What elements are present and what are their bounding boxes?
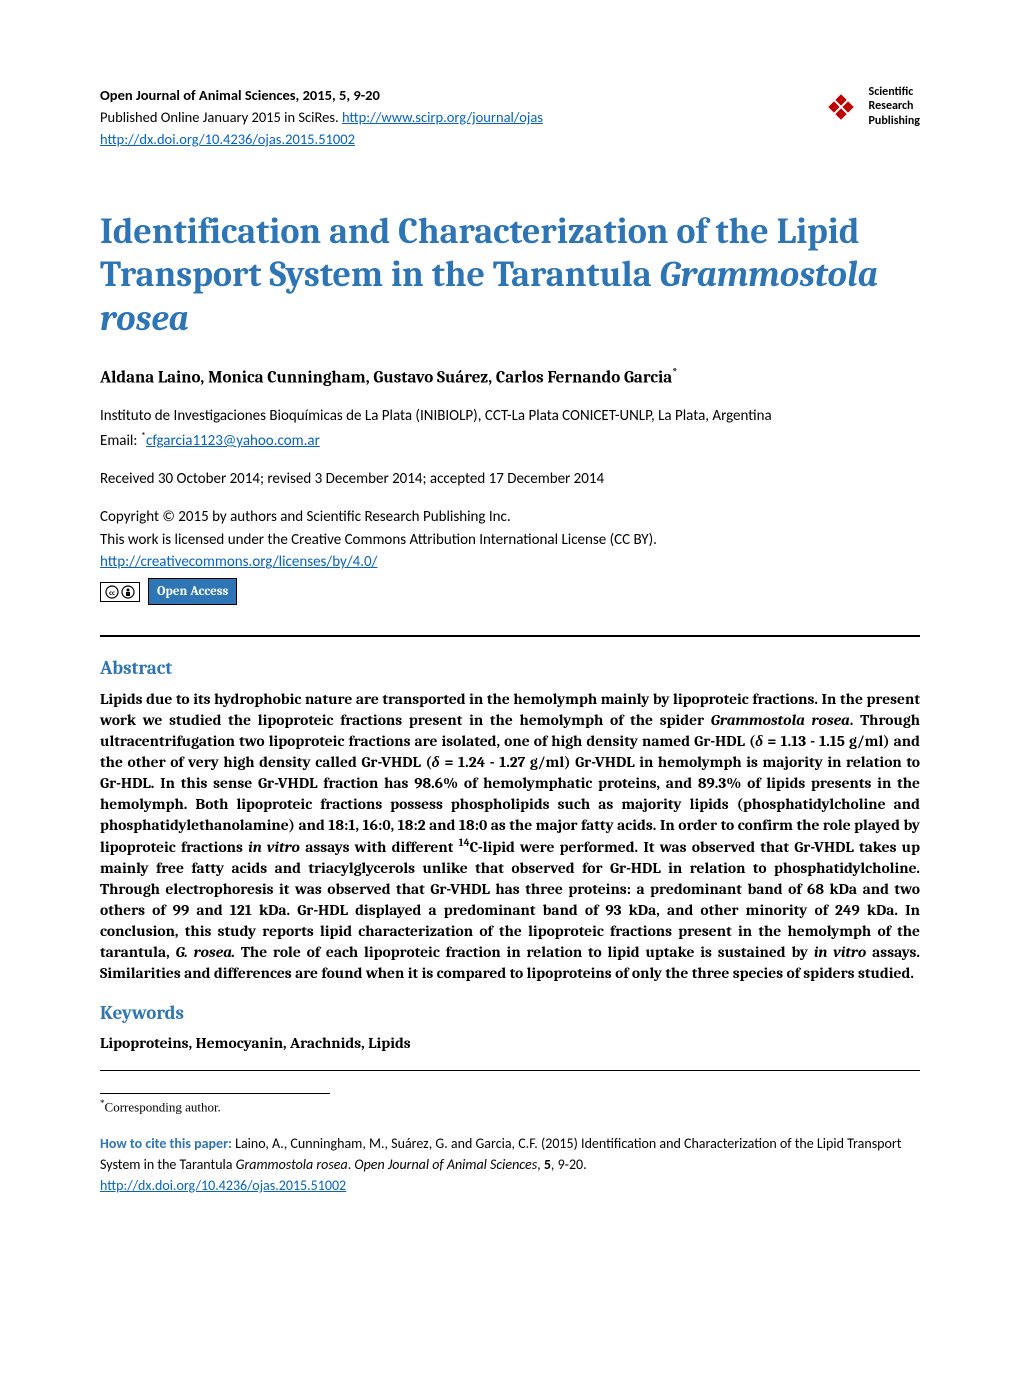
abstract-seg: assays with different — [300, 838, 459, 856]
citation-box: How to cite this paper: Laino, A., Cunni… — [100, 1133, 920, 1196]
abstract-heading: Abstract — [100, 657, 920, 679]
authors-names: Aldana Laino, Monica Cunningham, Gustavo… — [100, 368, 672, 387]
publisher-logo: ScientificResearchPublishing — [821, 85, 920, 128]
section-divider — [100, 635, 920, 637]
keywords-divider — [100, 1070, 920, 1071]
publisher-name: ScientificResearchPublishing — [869, 85, 920, 128]
journal-citation: Open Journal of Animal Sciences, 2015, 5… — [100, 86, 380, 104]
cc-badges-row: cc Open Access — [100, 578, 920, 606]
license-line: This work is licensed under the Creative… — [100, 529, 920, 552]
email-label: Email: — [100, 432, 141, 450]
isotope-sup: 14 — [459, 836, 470, 849]
journal-info: Open Journal of Animal Sciences, 2015, 5… — [100, 85, 543, 150]
in-vitro: in vitro — [248, 838, 300, 856]
delta-symbol: δ — [432, 753, 440, 771]
corresponding-author-mark: * — [672, 365, 677, 379]
cite-label: How to cite this paper: — [100, 1135, 235, 1152]
keywords-heading: Keywords — [100, 1002, 920, 1024]
footnote-text: Corresponding author. — [105, 1099, 221, 1114]
by-icon — [121, 585, 135, 599]
cc-by-badge: cc — [100, 582, 140, 602]
article-title: Identification and Characterization of t… — [100, 210, 920, 340]
journal-url-link[interactable]: http://www.scirp.org/journal/ojas — [342, 108, 543, 126]
cite-volume: 5 — [544, 1156, 551, 1173]
g-rosea: G. rosea. — [176, 943, 235, 961]
cite-species: Grammostola rosea — [236, 1156, 348, 1173]
keywords-list: Lipoproteins, Hemocyanin, Arachnids, Lip… — [100, 1034, 920, 1052]
authors-list: Aldana Laino, Monica Cunningham, Gustavo… — [100, 365, 920, 388]
cc-icon: cc — [105, 585, 119, 599]
abstract-text: Lipids due to its hydrophobic nature are… — [100, 689, 920, 983]
email-link[interactable]: cfgarcia1123@yahoo.com.ar — [146, 432, 320, 450]
doi-link[interactable]: http://dx.doi.org/10.4236/ojas.2015.5100… — [100, 130, 355, 148]
cite-seg: , 9-20. — [551, 1156, 587, 1173]
institution: Instituto de Investigaciones Bioquímicas… — [100, 405, 920, 428]
article-dates: Received 30 October 2014; revised 3 Dece… — [100, 470, 920, 488]
copyright-block: Copyright © 2015 by authors and Scientif… — [100, 506, 920, 605]
affiliation-block: Instituto de Investigaciones Bioquímicas… — [100, 405, 920, 452]
corresponding-footnote: *Corresponding author. — [100, 1098, 920, 1115]
open-access-badge: Open Access — [148, 578, 237, 606]
copyright-line: Copyright © 2015 by authors and Scientif… — [100, 506, 920, 529]
cite-seg: , — [537, 1156, 544, 1173]
abstract-seg: The role of each lipoproteic fraction in… — [235, 943, 814, 961]
in-vitro: in vitro — [814, 943, 867, 961]
srp-logo-icon — [821, 87, 861, 127]
cite-doi-link[interactable]: http://dx.doi.org/10.4236/ojas.2015.5100… — [100, 1177, 346, 1194]
license-url-link[interactable]: http://creativecommons.org/licenses/by/4… — [100, 553, 377, 571]
abstract-species: Grammostola rosea — [711, 711, 850, 729]
published-prefix: Published Online January 2015 in SciRes. — [100, 108, 342, 126]
cite-journal: Open Journal of Animal Sciences — [354, 1156, 537, 1173]
footnote-rule — [100, 1093, 330, 1094]
svg-text:cc: cc — [109, 588, 115, 597]
page-header: Open Journal of Animal Sciences, 2015, 5… — [100, 85, 920, 150]
